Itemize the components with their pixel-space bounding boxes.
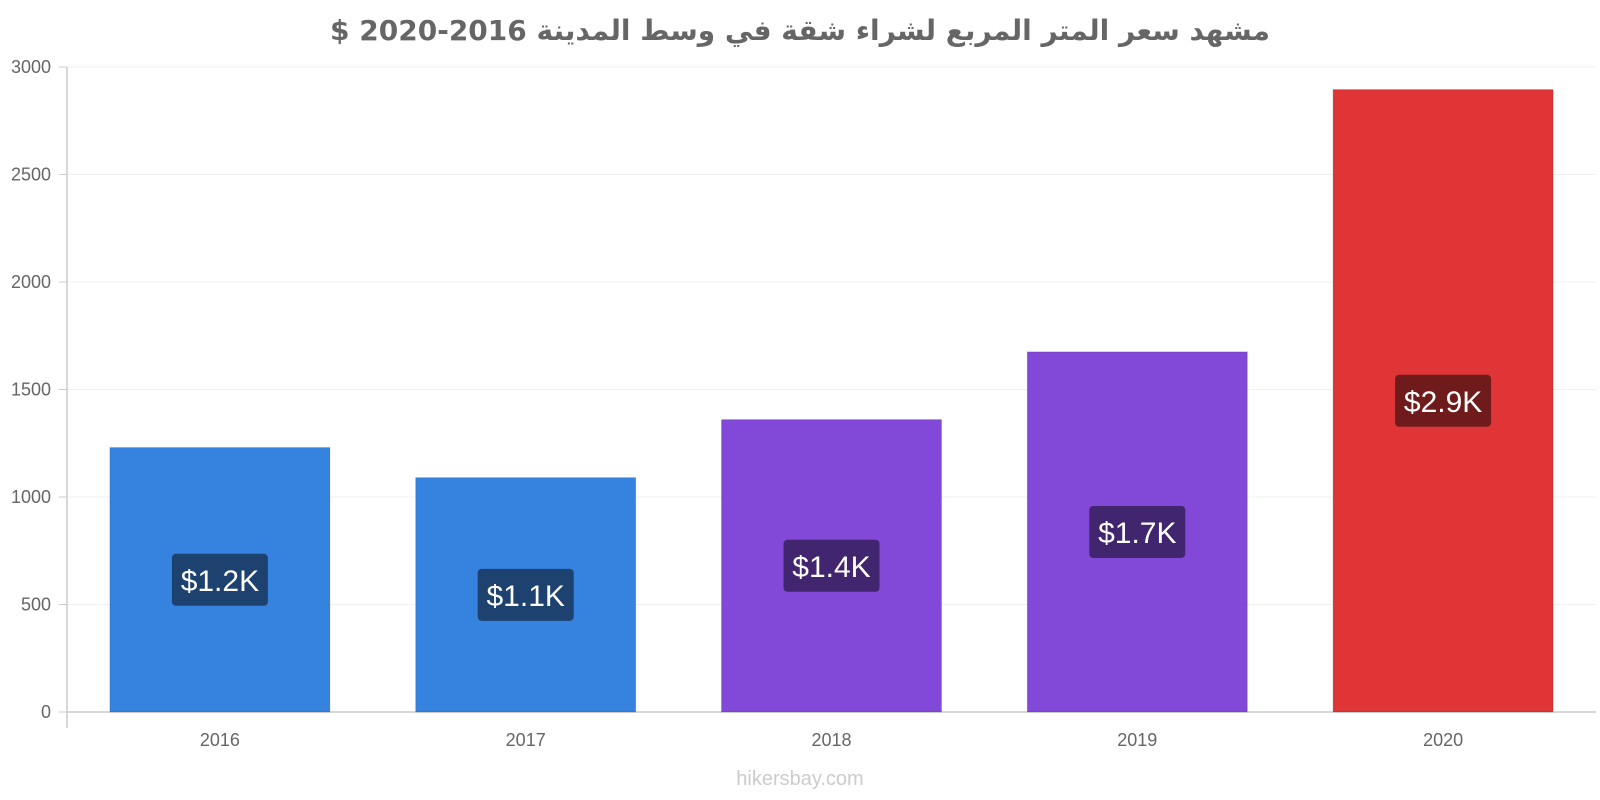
value-label-box [477,568,574,621]
value-label-box [1089,505,1186,558]
value-label: $1.1K [486,580,564,613]
value-label: $1.2K [181,565,259,598]
value-label: $2.9K [1404,386,1482,419]
y-tick-label: 0 [41,702,51,722]
x-tick-label: 2020 [1423,730,1463,750]
tick-labels: 0 500 1000 1500 2000 2500 3000 2016 2017 2018 2019… [11,57,1463,750]
y-tick-label: 1000 [11,487,51,507]
chart-title: مشهد سعر المتر المربع لشراء شقة في وسط ا… [330,14,1270,47]
x-tick-label: 2016 [200,730,240,750]
y-tick-label: 2000 [11,272,51,292]
y-tick-label: 3000 [11,57,51,77]
value-label-box [783,539,880,592]
value-label-box [1395,374,1492,427]
bars [109,89,1554,713]
watermark: hikersbay.com [736,768,864,790]
x-tick-label: 2017 [506,730,546,750]
y-tick-label: 2500 [11,165,51,185]
y-tick-label: 500 [21,595,51,615]
x-tick-label: 2018 [811,730,851,750]
value-label: $1.7K [1098,517,1176,550]
value-labels: $1.2K $1.1K $1.4K $1.7K $2.9K [171,374,1492,621]
y-tick-label: 1500 [11,380,51,400]
value-label-box [171,553,268,606]
value-label: $1.4K [792,551,870,584]
x-tick-label: 2019 [1117,730,1157,750]
